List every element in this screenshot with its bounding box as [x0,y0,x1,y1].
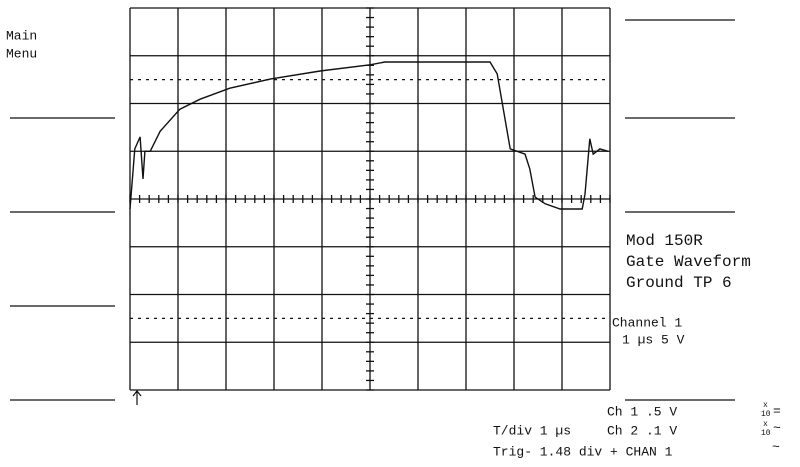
channel-label: Channel 1 [612,315,682,330]
setup-label: Mod 150R [626,232,703,250]
channel-label: 1 µs 5 V [622,332,685,347]
trigger-marker [132,390,142,405]
softkey-label[interactable]: Main [6,28,37,43]
probe-label: 10 [761,429,771,438]
probe-label: 10 [761,410,771,419]
setup-label: Gate Waveform [626,253,751,271]
setup-label: Ground TP 6 [626,274,732,292]
status-text: T/div 1 µs [493,423,571,438]
status-text: Ch 1 .5 V [607,404,677,419]
probe-label: x [763,420,768,429]
waveform [129,61,609,210]
status-text: Trig- 1.48 div + CHAN 1 [493,444,673,459]
coupling: ~ [773,420,781,435]
softkey-lines [10,19,735,401]
softkey-label[interactable]: Menu [6,46,37,61]
status-text: Ch 2 .1 V [607,423,677,438]
coupling: ~ [772,439,780,454]
coupling: = [773,403,781,418]
probe-label: x [763,401,768,410]
